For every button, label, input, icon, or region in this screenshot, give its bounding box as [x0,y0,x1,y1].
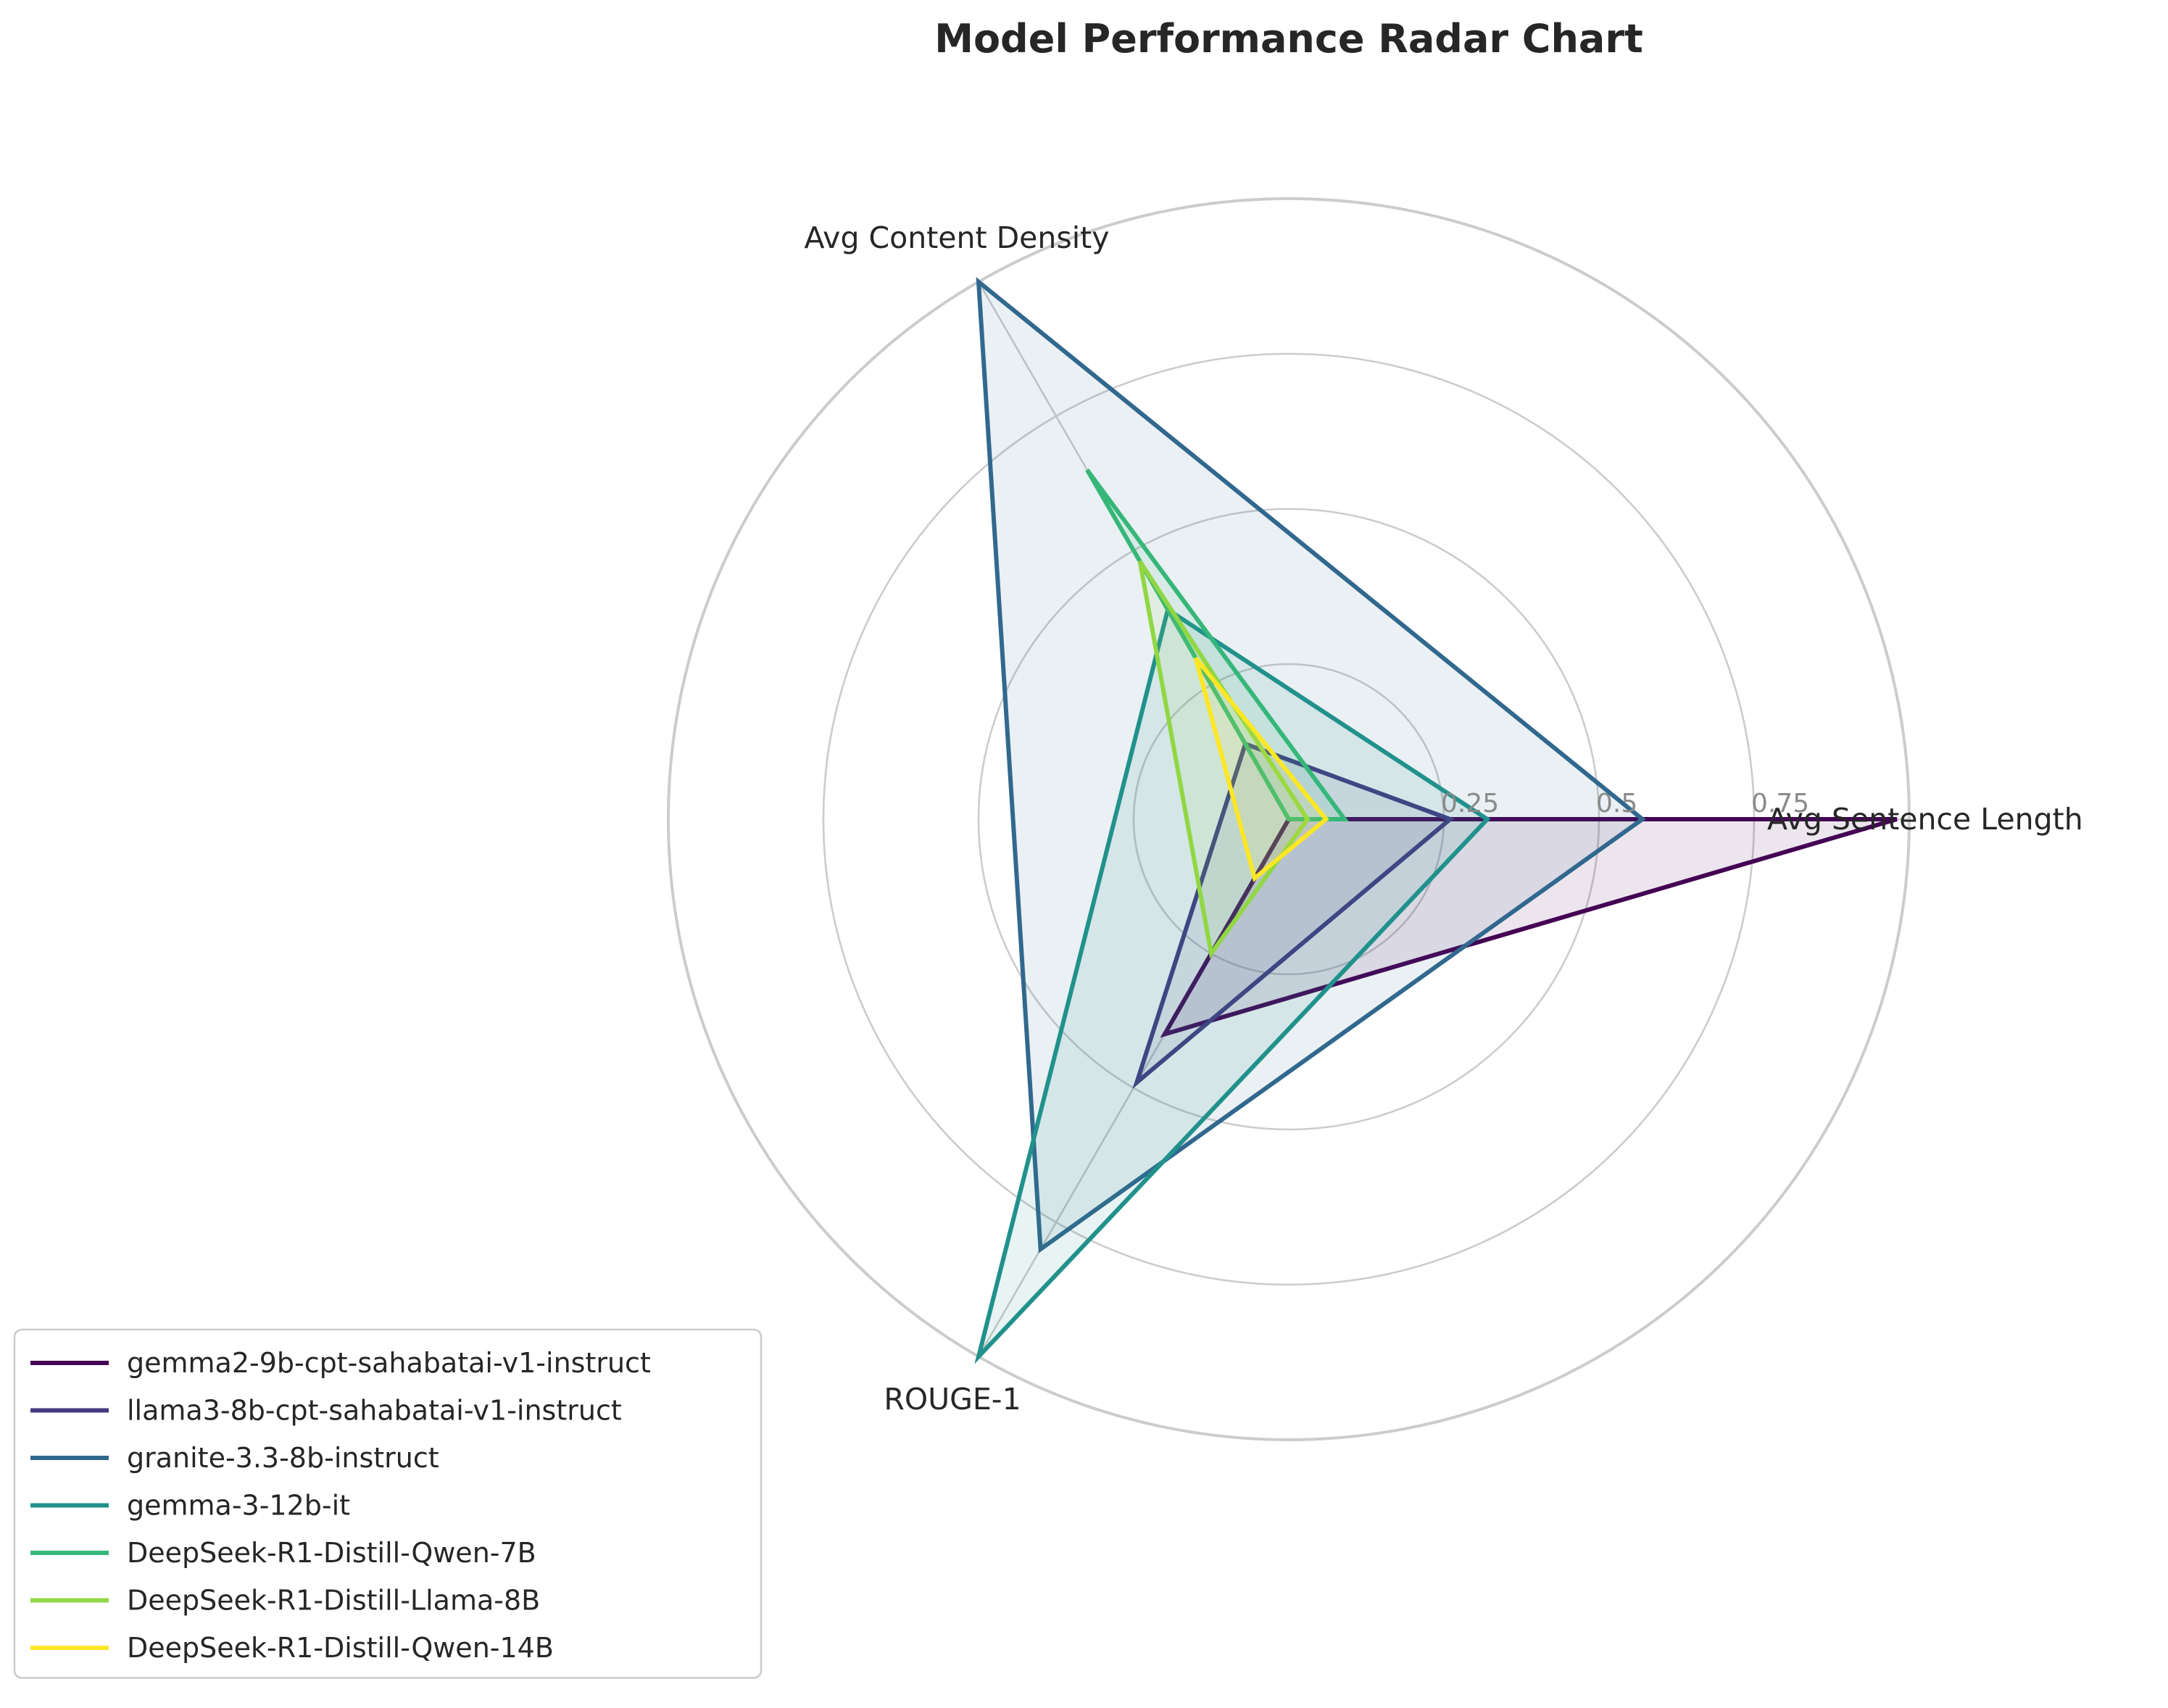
axis-label: Avg Content Density [805,220,1110,255]
series-line-6 [1193,656,1329,882]
chart-title: Model Performance Radar Chart [934,16,1643,62]
series-fill-2 [979,281,1642,1250]
legend-entry-label[interactable]: DeepSeek-R1-Distill-Qwen-14B [127,1632,554,1664]
axis-label: ROUGE-1 [884,1382,1021,1417]
series-line-2 [976,277,1646,1253]
radial-ticks: 0.25 0.5 0.75 [1441,789,1809,818]
series-line-1 [1132,741,1455,1090]
series-fill-1 [1137,744,1450,1083]
series-fill-3 [979,609,1487,1357]
radial-tick-label: 0.5 [1596,789,1637,818]
legend-entry-label[interactable]: DeepSeek-R1-Distill-Llama-8B [127,1585,540,1617]
legend-entry-label[interactable]: llama3-8b-cpt-sahabatai-v1-instruct [127,1395,622,1427]
series-line-4 [1085,468,1349,821]
legend-entry-label[interactable]: gemma2-9b-cpt-sahabatai-v1-instruct [127,1347,651,1379]
legend-box [13,1328,763,1679]
series-line-0 [1160,817,1898,1038]
series-line-3 [974,606,1491,1364]
legend-entry-label[interactable]: DeepSeek-R1-Distill-Qwen-7B [127,1537,536,1569]
axis-labels: Avg Sentence Length Avg Content Density RO… [805,220,2083,1417]
axis-label: Avg Sentence Length [1767,802,2083,837]
series-group [974,277,1898,1364]
series-fill-6 [1195,658,1326,879]
radial-tick-label: 0.75 [1751,789,1809,818]
legend[interactable]: gemma2-9b-cpt-sahabatai-v1-instruct llama… [13,1328,763,1679]
radial-tick-label: 0.25 [1441,789,1499,818]
legend-entry-label[interactable]: granite-3.3-8b-instruct [127,1442,439,1474]
legend-entry-label[interactable]: gemma-3-12b-it [127,1490,350,1522]
